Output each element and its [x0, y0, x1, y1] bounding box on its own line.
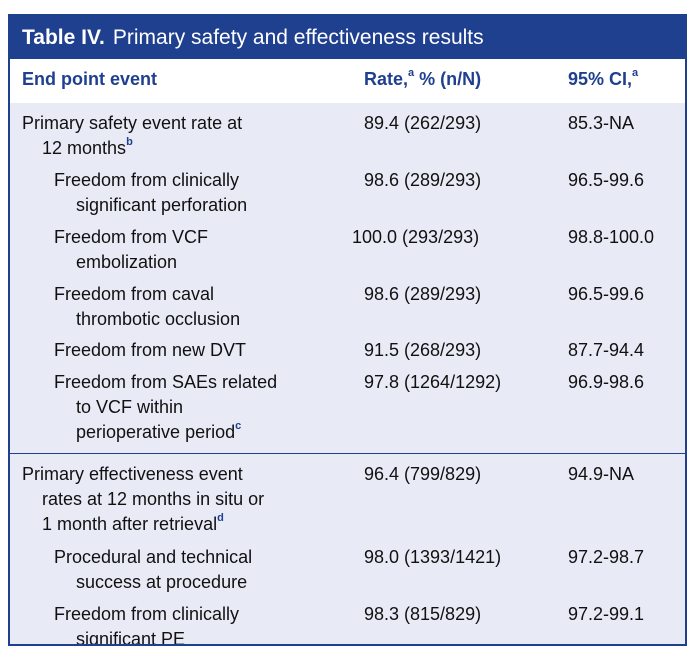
rate-cell: 100.0 (293/293) [352, 227, 480, 247]
footnote-d: d [217, 512, 224, 524]
ci-cell: 97.2-98.7 [568, 547, 645, 567]
endpoint-cell: Primary safety event rate at 12 monthsb [22, 113, 243, 158]
results-table: Table IV. Primary safety and effectivene… [8, 14, 687, 646]
rate-cell: 97.8 (1264/1292) [364, 372, 502, 392]
rate-cell: 98.0 (1393/1421) [364, 547, 502, 567]
endpoint-cell: Primary effectiveness event rates at 12 … [22, 464, 265, 534]
table-label: Table IV. [22, 25, 105, 49]
endpoint-cell: Procedural and technical success at proc… [54, 547, 253, 592]
endpoint-cell: Freedom from VCF embolization [54, 227, 209, 272]
header-endpoint: End point event [22, 69, 157, 89]
ci-cell: 96.9-98.6 [568, 372, 645, 392]
endpoint-cell: Freedom from clinically significant perf… [54, 170, 248, 215]
ci-cell: 94.9-NA [568, 464, 635, 484]
header-rate-sup: a [408, 67, 415, 79]
rate-cell: 98.6 (289/293) [364, 170, 482, 190]
ci-cell: 97.2-99.1 [568, 604, 645, 624]
footnote-c: c [235, 420, 242, 432]
header-ci-sup: a [632, 67, 639, 79]
endpoint-cell: Freedom from new DVT [54, 340, 247, 360]
endpoint-cell: Freedom from clinically significant PE [54, 604, 240, 646]
table-title-bar: Table IV. Primary safety and effectivene… [10, 16, 685, 59]
table-header-row: End point event Rate,a % (n/N) 95% CI,a [10, 59, 685, 103]
table-row: Freedom from SAEs related to VCF within … [10, 362, 685, 453]
header-ci: 95% CI,a [568, 67, 639, 90]
table-row: Procedural and technical success at proc… [10, 537, 685, 594]
rate-cell: 98.6 (289/293) [364, 284, 482, 304]
endpoint-cell: Freedom from caval thrombotic occlusion [54, 284, 241, 329]
effectiveness-section: Primary effectiveness event rates at 12 … [10, 454, 685, 646]
rate-cell: 96.4 (799/829) [364, 464, 482, 484]
rate-cell: 91.5 (268/293) [364, 340, 482, 360]
table-row: Primary safety event rate at 12 monthsb … [10, 103, 685, 160]
section-divider [10, 453, 685, 454]
ci-cell: 96.5-99.6 [568, 170, 645, 190]
table-row: Primary effectiveness event rates at 12 … [10, 454, 685, 537]
table-title: Primary safety and effectiveness results [112, 25, 484, 49]
endpoint-cell: Freedom from SAEs related to VCF within … [54, 372, 278, 442]
ci-cell: 96.5-99.6 [568, 284, 645, 304]
table-row: Freedom from VCF embolization 100.0 (293… [10, 217, 685, 274]
ci-cell: 85.3-NA [568, 113, 635, 133]
table-row: Freedom from clinically significant perf… [10, 160, 685, 217]
ci-cell: 87.7-94.4 [568, 340, 645, 360]
footnote-b: b [126, 136, 133, 148]
rate-cell: 98.3 (815/829) [364, 604, 482, 624]
ci-cell: 98.8-100.0 [568, 227, 655, 247]
table-row: Freedom from caval thrombotic occlusion … [10, 274, 685, 330]
table-row: Freedom from new DVT 91.5 (268/293) 87.7… [10, 330, 685, 362]
rate-cell: 89.4 (262/293) [364, 113, 482, 133]
safety-section: Primary safety event rate at 12 monthsb … [10, 103, 685, 453]
header-rate: Rate,a % (n/N) [364, 67, 482, 90]
table-row: Freedom from clinically significant PE 9… [10, 594, 685, 646]
